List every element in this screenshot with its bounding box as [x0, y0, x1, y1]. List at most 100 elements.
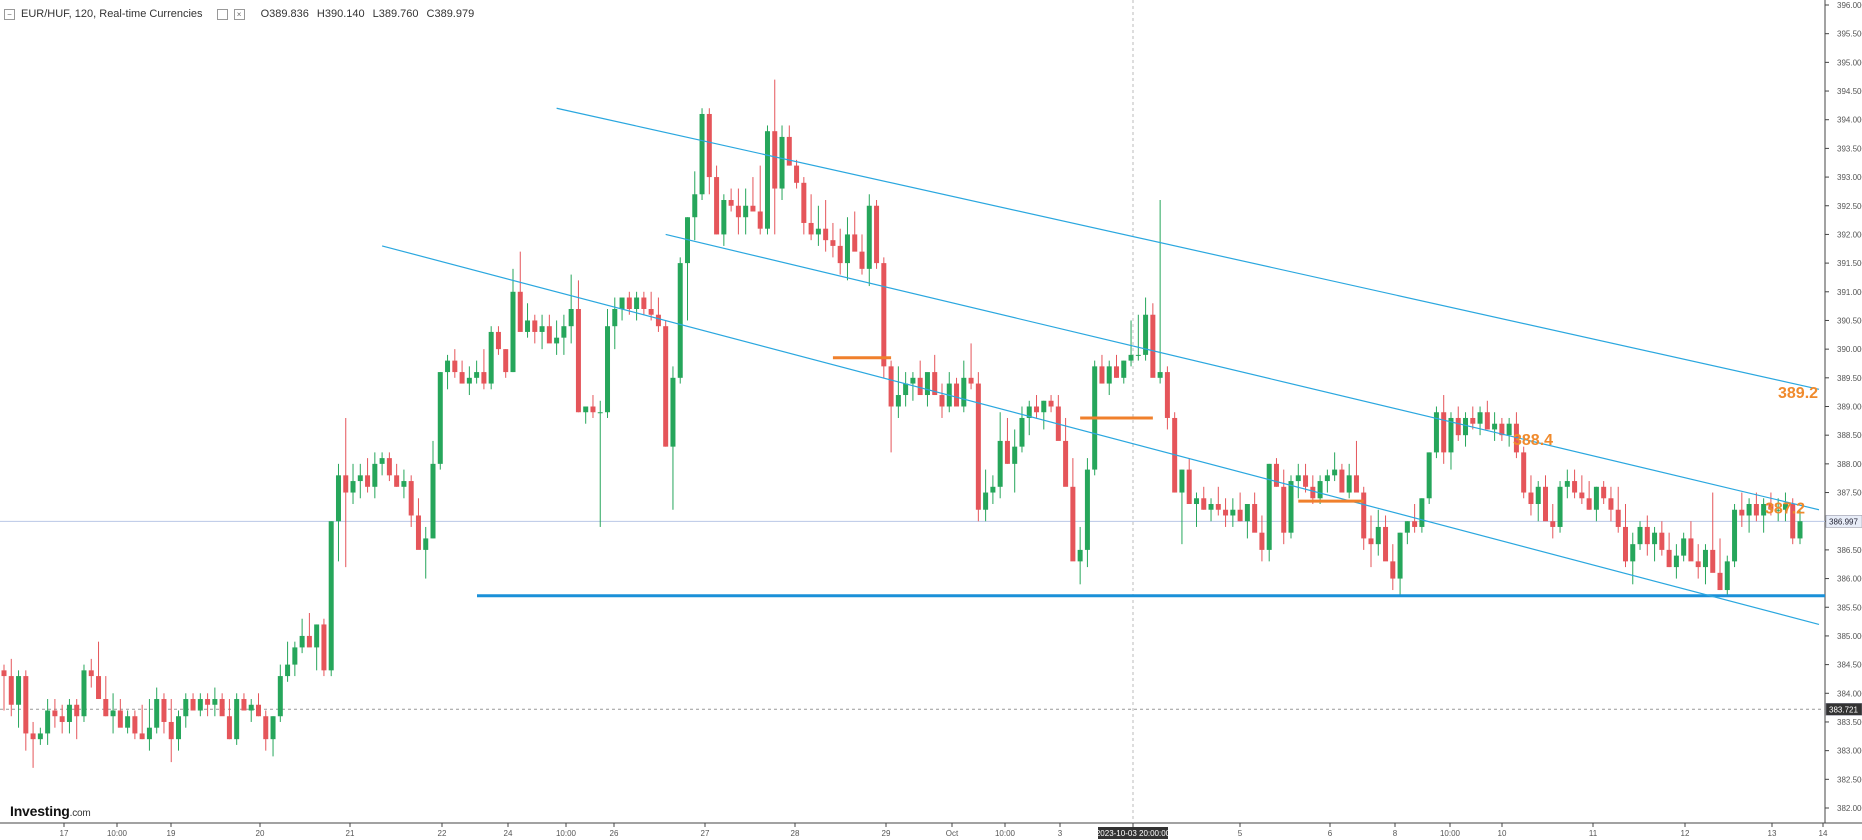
candle-body	[1724, 561, 1730, 591]
candle	[1237, 492, 1243, 522]
candle-body	[932, 372, 938, 396]
y-tick-label: 390.500	[1837, 316, 1862, 325]
x-tick-label: 2023-10-03 20:00:00	[1096, 829, 1171, 838]
candle	[452, 349, 458, 378]
candle-body	[1332, 469, 1338, 476]
candle-body	[161, 699, 167, 722]
candle-body	[1397, 532, 1403, 579]
x-tick-label: 10:00	[107, 829, 128, 838]
candle	[321, 618, 327, 677]
candle-body	[1637, 526, 1643, 545]
candle-body	[1630, 544, 1636, 562]
y-tick-label: 390.000	[1837, 345, 1862, 354]
candle-body	[74, 704, 80, 717]
candle-body	[1128, 354, 1134, 361]
candle-body	[292, 647, 298, 665]
candle-body	[612, 308, 618, 327]
candle-body	[1303, 475, 1309, 487]
candle	[1572, 469, 1578, 499]
candle-body	[154, 699, 160, 728]
candle	[481, 349, 487, 390]
candle	[1034, 395, 1040, 418]
candle	[721, 194, 727, 246]
candle	[1121, 360, 1127, 384]
candle-body	[983, 492, 989, 510]
minus-box-icon[interactable]: −	[4, 8, 15, 20]
candle	[1790, 498, 1796, 545]
square-icon[interactable]	[216, 8, 228, 20]
candle-body	[1339, 469, 1345, 493]
x-tick-label: 5	[1238, 829, 1243, 838]
candle-body	[263, 716, 269, 740]
candle	[1492, 412, 1498, 441]
candle	[1259, 515, 1265, 562]
candle	[1688, 521, 1694, 562]
candle	[110, 693, 116, 734]
y-tick-label: 386.500	[1837, 546, 1862, 555]
candle-body	[546, 326, 552, 344]
channel-line-lower	[381, 245, 1820, 626]
x-tick-label: Oct	[946, 829, 959, 838]
candle-body	[990, 486, 996, 493]
x-tick-label: 10:00	[995, 829, 1016, 838]
candle	[859, 234, 865, 275]
y-tick-label: 383.000	[1837, 747, 1862, 756]
candle	[1593, 486, 1599, 522]
candle-body	[1666, 549, 1672, 568]
candle	[1601, 481, 1607, 505]
candle-body	[961, 377, 967, 407]
candle-body	[219, 699, 225, 717]
x-box-icon[interactable]: ×	[233, 8, 245, 20]
candle-body	[277, 676, 283, 717]
candle	[1702, 544, 1708, 585]
candle-body	[1593, 486, 1599, 510]
candle-body	[1273, 463, 1279, 487]
candle-body	[103, 699, 109, 717]
y-tick-label: 384.000	[1837, 689, 1862, 698]
candle-body	[706, 113, 712, 178]
candle-body	[1797, 521, 1803, 539]
candle	[1797, 509, 1803, 545]
candle-body	[248, 704, 254, 711]
candle-body	[1208, 504, 1214, 510]
x-tick-label: 17	[60, 829, 69, 838]
candle-body	[401, 481, 407, 487]
y-tick-label: 389.500	[1837, 374, 1862, 383]
candle-body	[1223, 509, 1229, 516]
candle	[1172, 412, 1178, 493]
candle-body	[495, 331, 501, 350]
candle-body	[786, 136, 792, 166]
candle-body	[757, 211, 763, 229]
candle	[525, 303, 531, 338]
candle	[743, 188, 749, 235]
crosshair-time-label: 2023-10-03 20:00:00	[1096, 827, 1171, 839]
candle	[903, 372, 909, 407]
x-tick-label: 12	[1681, 829, 1690, 838]
candle	[430, 440, 436, 539]
ohlc-low: L389.760	[372, 8, 419, 20]
candle	[1055, 395, 1061, 441]
candle	[328, 521, 334, 677]
annotation-label: 389.2	[1778, 385, 1818, 402]
candle-body	[779, 136, 785, 189]
y-tick-label: 385.500	[1837, 603, 1862, 612]
y-tick-label: 383.500	[1837, 718, 1862, 727]
candle-body	[1579, 492, 1585, 499]
candle	[1375, 509, 1381, 556]
candle	[852, 211, 858, 252]
candle	[212, 687, 218, 717]
candle-body	[168, 721, 174, 740]
candle	[1106, 360, 1112, 396]
candle	[197, 693, 203, 717]
candle	[270, 716, 276, 757]
candle	[88, 658, 94, 688]
candle-body	[1535, 486, 1541, 505]
candle-body	[699, 113, 705, 195]
candle-body	[1295, 475, 1301, 482]
x-tick-label: 29	[882, 829, 891, 838]
candle-body	[1710, 549, 1716, 573]
candle	[568, 274, 574, 344]
candle-body	[1463, 417, 1469, 436]
candle-body	[1070, 486, 1076, 562]
